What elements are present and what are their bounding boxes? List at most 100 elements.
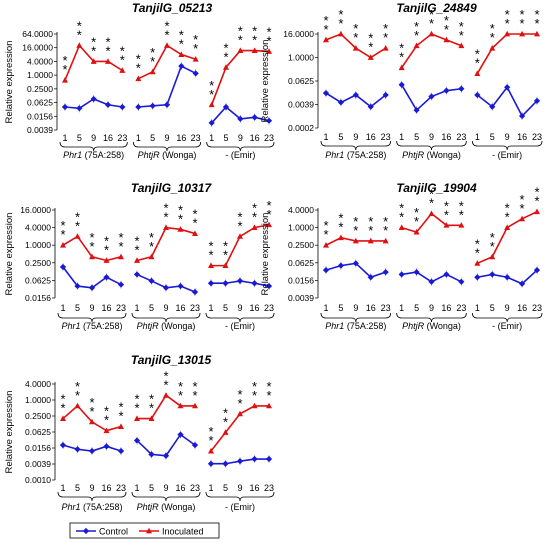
inoculated-point <box>76 42 83 48</box>
x-tick-label: 16 <box>175 483 185 493</box>
group-brace <box>396 140 467 151</box>
control-point <box>413 269 420 276</box>
significance-star: * <box>163 210 168 225</box>
control-point <box>222 103 230 111</box>
gene-name: PhtjR <box>138 150 161 160</box>
control-point <box>59 442 67 449</box>
x-tick-label: 9 <box>353 303 358 313</box>
panel-TanjilG_19904: TanjilG_19904 Relative expression 4.0000 1.… <box>260 181 543 331</box>
control-point <box>398 271 405 278</box>
significance-star: * <box>118 409 123 424</box>
significance-star: * <box>475 56 480 71</box>
significance-star: * <box>368 40 373 55</box>
significance-star: * <box>520 16 525 31</box>
x-tick-label: 23 <box>532 132 542 142</box>
inoculated-point <box>352 237 359 244</box>
panel-TanjilG_05213: TanjilG_05213 Relative expression 64.0000 1… <box>4 1 275 160</box>
control-point <box>148 277 155 285</box>
significance-star: * <box>459 198 464 213</box>
x-tick-label: 9 <box>353 132 358 142</box>
inoculated-point <box>534 30 540 37</box>
group-label: - (Emir) <box>492 150 522 160</box>
significance-star: * <box>91 34 96 49</box>
inoculated-point <box>323 242 329 248</box>
x-tick-label: 9 <box>163 303 168 313</box>
x-tick-label: 1 <box>475 303 480 313</box>
y-tick-label: 0.0156 <box>288 275 314 285</box>
x-tick-label: 5 <box>223 483 228 493</box>
significance-star: * <box>208 248 213 263</box>
control-point <box>191 288 199 296</box>
significance-star: * <box>136 61 141 76</box>
y-tick-label: 0.0625 <box>27 98 53 108</box>
legend-inoculated-marker <box>146 527 152 534</box>
significance-star: * <box>266 207 271 222</box>
inoculated-point <box>222 429 229 435</box>
significance-star: * <box>60 227 65 242</box>
x-tick-label: 1 <box>399 132 404 142</box>
inoculated-point <box>367 54 374 60</box>
significance-star: * <box>60 401 65 416</box>
significance-star: * <box>60 392 65 407</box>
group-label: Phr1 (75A:258) <box>61 502 122 512</box>
significance-star: * <box>134 233 139 248</box>
y-tick-label: 1.0000 <box>25 395 51 405</box>
control-point <box>382 269 389 276</box>
inoculated-point <box>192 56 199 62</box>
gene-name: PhtjR <box>137 502 160 512</box>
y-tick-label: 0.0010 <box>25 475 51 485</box>
legend-control-label: Control <box>99 527 128 537</box>
group-label: Phr1 (75A:258) <box>61 321 122 331</box>
x-tick-label: 23 <box>190 483 200 493</box>
x-tick-label: 16 <box>441 303 451 313</box>
x-tick-label: 23 <box>190 303 200 313</box>
significance-star: * <box>383 30 388 45</box>
significance-star: * <box>323 227 328 242</box>
significance-star: * <box>136 52 141 67</box>
inoculated-point <box>266 48 272 54</box>
significance-star: * <box>490 230 495 245</box>
x-tick-label: 23 <box>116 303 126 313</box>
control-point <box>103 443 110 450</box>
control-point <box>428 278 435 285</box>
inoculated-point <box>105 58 111 64</box>
inoculated-point <box>163 224 169 230</box>
inoculated-point <box>398 224 405 230</box>
group-label: PhtjR (Wonga) <box>137 321 196 331</box>
strain-name: (Wonga) <box>160 150 197 160</box>
significance-star: * <box>223 239 228 254</box>
y-tick-label: 1.0000 <box>25 240 51 250</box>
group-brace <box>471 312 543 323</box>
strain-name: - (Emir) <box>225 150 255 160</box>
x-tick-label: 23 <box>117 133 127 143</box>
significance-star: * <box>429 16 434 31</box>
x-tick-label: 1 <box>136 133 141 143</box>
x-tick-label: 9 <box>238 133 243 143</box>
control-point <box>117 447 125 455</box>
significance-star: * <box>77 28 82 43</box>
control-line <box>476 85 538 118</box>
group-label: Phr1 (75A:258) <box>325 150 386 160</box>
x-tick-label: 23 <box>456 303 466 313</box>
significance-star: * <box>252 379 257 394</box>
significance-star: * <box>238 33 243 48</box>
inoculated-point <box>192 402 198 409</box>
y-tick-label: 0.2500 <box>288 240 314 250</box>
significance-star: * <box>414 205 419 220</box>
inoculated-point <box>60 242 66 248</box>
x-tick-label: 5 <box>490 303 495 313</box>
significance-star: * <box>178 379 183 394</box>
significance-star: * <box>368 31 373 46</box>
legend: Control Inoculated <box>69 522 220 539</box>
group-brace <box>131 312 201 323</box>
group-label: Phr1 (75A:258) <box>325 321 386 331</box>
inoculated-point <box>74 402 81 409</box>
y-tick-label: 4.0000 <box>288 205 314 215</box>
significance-star: * <box>414 28 419 43</box>
x-tick-label: 1 <box>208 483 213 493</box>
inoculated-line <box>401 212 462 234</box>
significance-star: * <box>75 379 80 394</box>
control-point <box>443 271 450 278</box>
x-tick-label: 5 <box>150 133 155 143</box>
x-tick-label: 5 <box>490 132 495 142</box>
